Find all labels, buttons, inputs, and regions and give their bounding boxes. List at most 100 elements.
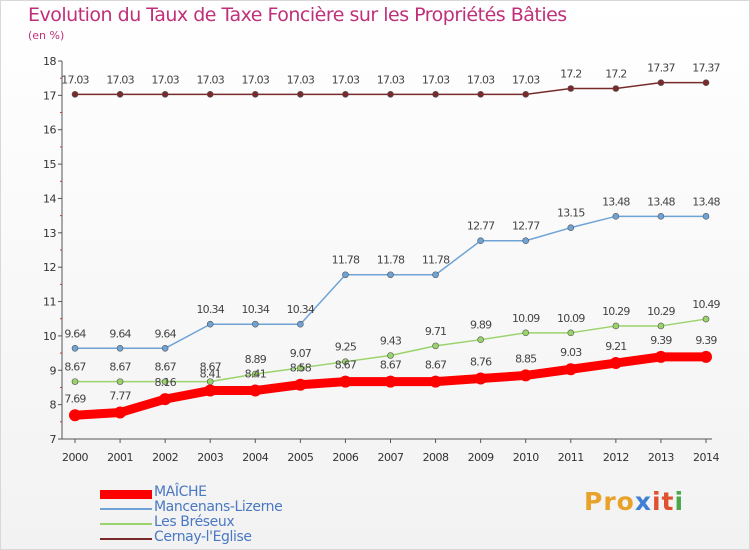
data-point xyxy=(251,370,259,378)
x-tick-label: 2006 xyxy=(332,451,358,464)
data-point xyxy=(612,213,620,220)
data-label: 8.58 xyxy=(290,362,312,375)
data-point xyxy=(477,237,484,245)
data-label: 10.09 xyxy=(512,312,540,325)
x-tick-label: 2000 xyxy=(62,451,88,464)
data-label: 9.43 xyxy=(380,334,402,347)
x-tick-label: 2008 xyxy=(423,451,449,464)
data-point xyxy=(297,364,304,372)
data-label: 10.29 xyxy=(647,305,675,318)
data-point xyxy=(161,344,169,352)
data-point xyxy=(474,372,487,385)
data-label: 17.37 xyxy=(692,62,720,75)
chart-title: Evolution du Taux de Taxe Foncière sur l… xyxy=(28,4,567,26)
data-point xyxy=(114,406,127,419)
data-label: 9.07 xyxy=(290,347,312,360)
data-label: 9.39 xyxy=(695,334,717,347)
data-point xyxy=(297,320,304,328)
proxiti-logo: Proxiti xyxy=(584,487,685,516)
data-point xyxy=(161,378,169,385)
data-point xyxy=(204,384,217,397)
x-tick-label: 2004 xyxy=(242,451,268,464)
data-label: 8.67 xyxy=(64,361,86,374)
data-label: 11.78 xyxy=(377,254,405,267)
x-tick-label: 2010 xyxy=(513,451,539,464)
data-point xyxy=(657,322,665,330)
data-label: 17.03 xyxy=(151,73,179,86)
data-label: 8.89 xyxy=(245,353,267,366)
data-label: 10.34 xyxy=(242,303,270,316)
data-point xyxy=(297,91,304,98)
y-tick-label: 12 xyxy=(43,261,56,274)
x-tick-label: 2011 xyxy=(558,451,584,464)
x-tick-label: 2003 xyxy=(197,451,223,464)
legend-label: Les Bréseux xyxy=(154,514,235,530)
legend-swatch xyxy=(100,489,152,499)
data-point xyxy=(654,350,667,363)
data-label: 8.16 xyxy=(154,376,176,389)
data-label: 17.03 xyxy=(106,73,134,86)
chart-subtitle: (en %) xyxy=(28,29,65,42)
data-point xyxy=(384,375,397,388)
y-tick-label: 15 xyxy=(43,158,56,171)
data-point xyxy=(702,213,710,220)
data-point xyxy=(69,409,81,422)
data-label: 7.69 xyxy=(64,392,86,405)
data-point xyxy=(249,384,262,397)
data-label: 9.89 xyxy=(470,319,492,332)
data-point xyxy=(612,85,620,92)
data-point xyxy=(432,91,439,98)
data-label: 17.03 xyxy=(512,73,540,86)
data-point xyxy=(522,91,530,98)
y-tick-label: 10 xyxy=(43,330,56,343)
y-tick-label: 18 xyxy=(43,55,56,68)
data-label: 9.39 xyxy=(650,334,672,347)
data-label: 9.64 xyxy=(154,327,176,340)
data-label: 8.85 xyxy=(515,352,537,365)
data-point xyxy=(387,91,394,98)
data-point xyxy=(657,213,665,220)
legend-label: Cernay-l'Eglise xyxy=(154,529,252,545)
data-point xyxy=(432,271,439,279)
data-label: 9.64 xyxy=(64,327,86,340)
data-point xyxy=(206,320,214,328)
data-point xyxy=(432,342,439,350)
y-tick-label: 16 xyxy=(43,124,56,137)
data-label: 17.2 xyxy=(560,67,581,80)
data-label: 17.37 xyxy=(647,62,675,75)
legend-swatch xyxy=(100,538,152,540)
y-tick-label: 17 xyxy=(43,89,56,102)
data-label: 8.41 xyxy=(245,368,266,381)
y-tick-label: 11 xyxy=(43,296,56,309)
data-point xyxy=(116,91,124,98)
data-point xyxy=(251,91,259,98)
data-label: 17.2 xyxy=(605,67,626,80)
data-label: 10.29 xyxy=(602,305,630,318)
data-label: 11.78 xyxy=(422,254,450,267)
data-point xyxy=(116,344,124,352)
data-label: 12.77 xyxy=(512,220,540,233)
data-point xyxy=(294,378,307,391)
y-tick-label: 8 xyxy=(50,399,57,412)
data-point xyxy=(71,344,79,352)
legend-swatch xyxy=(100,508,152,510)
data-point xyxy=(567,85,575,92)
data-label: 13.48 xyxy=(602,195,630,208)
data-point xyxy=(387,271,394,279)
x-tick-label: 2009 xyxy=(468,451,494,464)
y-tick-label: 13 xyxy=(43,227,56,240)
x-tick-label: 2002 xyxy=(152,451,178,464)
data-label: 17.03 xyxy=(287,73,315,86)
data-label: 9.64 xyxy=(109,327,131,340)
data-label: 17.03 xyxy=(422,73,450,86)
data-label: 8.67 xyxy=(200,361,222,374)
data-point xyxy=(477,336,484,343)
data-label: 17.03 xyxy=(242,73,270,86)
data-label: 10.49 xyxy=(692,298,720,311)
data-label: 8.41 xyxy=(200,368,221,381)
legend-swatch xyxy=(100,523,152,525)
data-point xyxy=(609,357,622,370)
data-label: 8.67 xyxy=(154,361,176,374)
data-point xyxy=(339,375,352,388)
data-label: 13.15 xyxy=(557,207,585,220)
